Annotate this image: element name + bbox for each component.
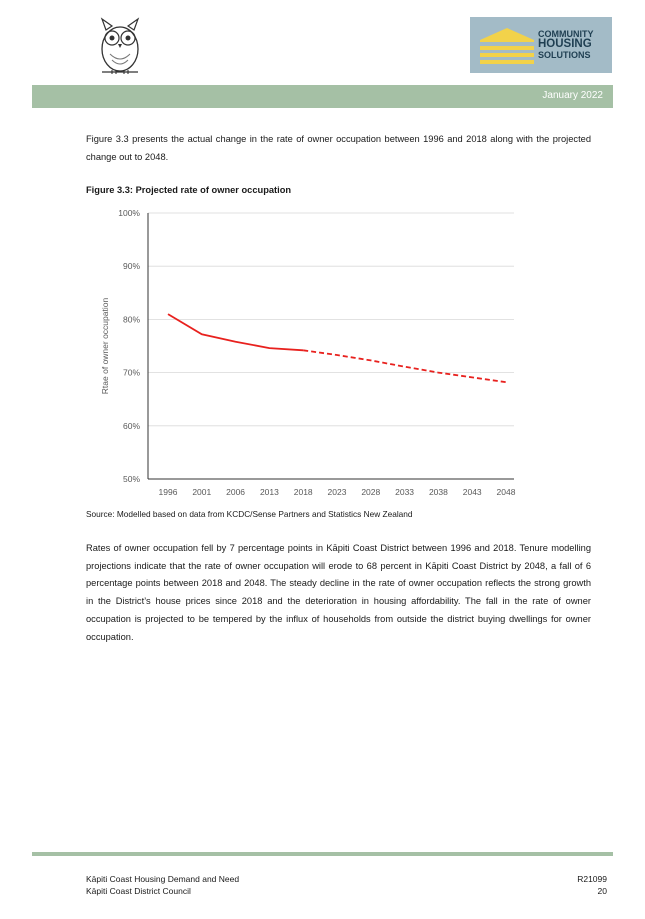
x-tick-label: 2023 [328, 487, 347, 497]
brand-line-2: HOUSING [538, 38, 592, 50]
x-tick-label: 2048 [497, 487, 516, 497]
figure-source: Source: Modelled based on data from KCDC… [86, 509, 413, 519]
owner-occupation-chart: 50% 60% 70% 80% 90% 100% 1996 2001 2006 2013 2018 2… [100, 208, 516, 497]
footer-rule [32, 852, 613, 856]
brand-line-1: COMMUNITY [538, 29, 594, 39]
report-date: January 2022 [542, 90, 603, 101]
figure-title: Figure 3.3: Projected rate of owner occu… [86, 185, 292, 195]
actual-series-line [167, 313, 304, 352]
community-housing-solutions-logo: COMMUNITY HOUSING SOLUTIONS [470, 17, 612, 73]
y-tick-label: 80% [123, 314, 140, 324]
analysis-paragraph: Rates of owner occupation fell by 7 perc… [86, 543, 591, 642]
header-band: January 2022 [32, 85, 613, 108]
y-tick-label: 70% [123, 368, 140, 378]
y-tick-label: 60% [123, 421, 140, 431]
y-axis-label: Rtae of owner occupation [100, 298, 110, 395]
x-tick-label: 2038 [429, 487, 448, 497]
owl-logo [92, 16, 148, 78]
x-tick-label: 2033 [395, 487, 414, 497]
x-tick-label: 2001 [192, 487, 211, 497]
x-tick-label: 1996 [159, 487, 178, 497]
footer-report-code: R21099 [577, 874, 607, 884]
brand-line-3: SOLUTIONS [538, 49, 591, 60]
footer-client: Kāpiti Coast District Council [86, 885, 191, 896]
x-tick-label: 2018 [294, 487, 313, 497]
y-tick-label: 100% [118, 208, 140, 218]
x-tick-label: 2043 [463, 487, 482, 497]
house-stripes-icon [480, 28, 534, 64]
y-tick-label: 50% [123, 474, 140, 484]
x-tick-label: 2006 [226, 487, 245, 497]
owl-icon [100, 17, 140, 74]
projected-series-line [303, 349, 507, 384]
y-tick-label: 90% [123, 261, 140, 271]
x-tick-label: 2028 [361, 487, 380, 497]
page-number: 20 [597, 885, 607, 896]
footer-right: R21099 20 [577, 874, 607, 897]
intro-paragraph: Figure 3.3 presents the actual change in… [86, 134, 591, 162]
footer-report-title: Kāpiti Coast Housing Demand and Need [86, 874, 240, 884]
footer-left: Kāpiti Coast Housing Demand and Need Kāp… [86, 874, 239, 897]
x-tick-label: 2013 [260, 487, 279, 497]
